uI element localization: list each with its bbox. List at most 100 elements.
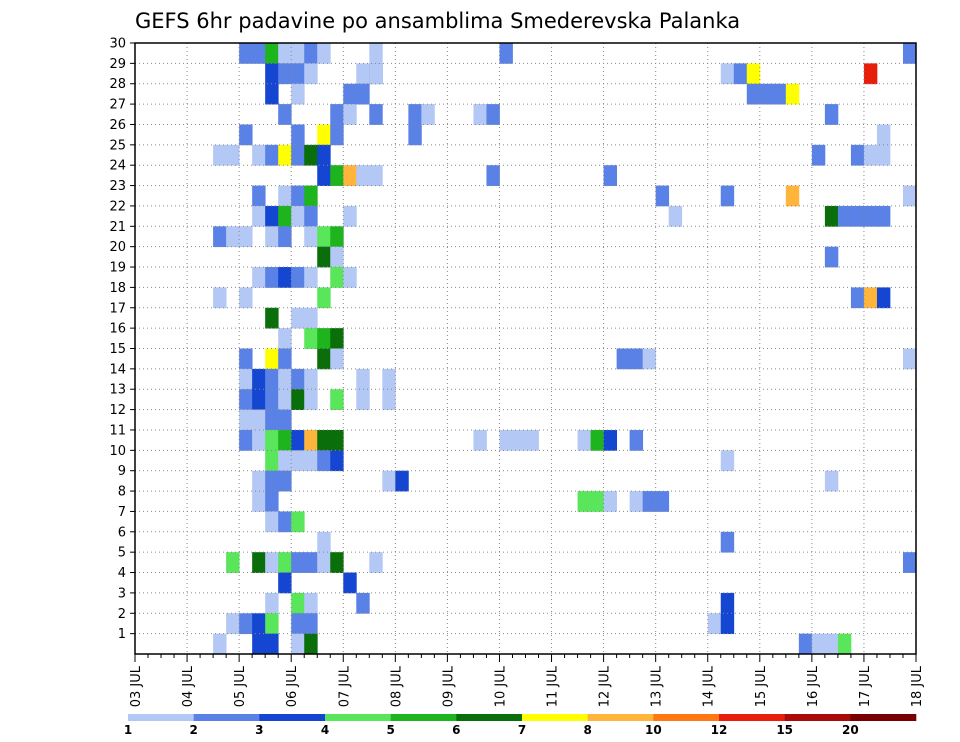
heatmap-cell <box>473 429 487 451</box>
heatmap-cell <box>317 165 331 186</box>
heatmap-cell <box>655 491 670 512</box>
heatmap-cell <box>252 368 266 390</box>
heatmap-cell <box>629 491 644 512</box>
heatmap-cell <box>239 124 253 146</box>
heatmap-cell <box>226 226 240 248</box>
legend-label: 10 <box>645 723 662 737</box>
y-tick-label: 18 <box>109 281 126 296</box>
heatmap-cell <box>330 104 344 125</box>
heatmap-cell <box>408 124 422 146</box>
legend-label: 3 <box>255 723 263 737</box>
heatmap-cell <box>252 491 266 512</box>
heatmap-cell <box>616 348 631 370</box>
heatmap-cell <box>330 124 344 146</box>
heatmap-cell <box>304 368 318 390</box>
heatmap-cell <box>278 226 292 248</box>
heatmap-cell <box>330 246 344 268</box>
heatmap-cell <box>317 348 331 370</box>
heatmap-cell <box>304 633 318 655</box>
heatmap-cell <box>304 450 318 472</box>
heatmap-cell <box>278 144 292 166</box>
heatmap-cell <box>824 470 839 492</box>
legend-swatch <box>193 714 260 721</box>
legend-swatch <box>784 714 851 721</box>
x-tick-label: 13 JUL <box>650 665 665 707</box>
heatmap-cell <box>265 226 279 248</box>
y-tick-label: 23 <box>109 179 126 194</box>
heatmap-cell <box>382 368 396 390</box>
heatmap-cell <box>720 450 735 472</box>
heatmap-cell <box>824 246 839 268</box>
heatmap-cell <box>278 511 292 533</box>
heatmap-cell <box>330 165 344 186</box>
y-tick-label: 20 <box>109 240 126 255</box>
y-tick-label: 22 <box>109 199 126 214</box>
heatmap-cell <box>291 307 305 329</box>
heatmap-cell <box>291 613 305 635</box>
heatmap-cell <box>317 144 331 166</box>
heatmap-cell <box>382 389 396 410</box>
heatmap-cell <box>330 267 344 288</box>
x-tick-label: 15 JUL <box>754 665 769 707</box>
heatmap-cell <box>824 205 839 227</box>
heatmap-cell <box>265 450 279 472</box>
heatmap-cell <box>629 348 644 370</box>
heatmap-cell <box>824 104 839 125</box>
y-tick-label: 11 <box>109 423 126 438</box>
y-tick-label: 10 <box>109 444 126 459</box>
x-tick-label: 08 JUL <box>389 665 404 707</box>
y-tick-label: 27 <box>109 98 126 113</box>
heatmap-cell <box>317 531 331 553</box>
heatmap-cell <box>265 633 279 655</box>
y-tick-label: 28 <box>109 77 126 92</box>
heatmap-cell <box>369 552 383 573</box>
heatmap-cell <box>278 328 292 349</box>
heatmap-cell <box>642 491 657 512</box>
heatmap-cell <box>304 185 318 207</box>
heatmap-cell <box>330 226 344 248</box>
heatmap-cell <box>421 104 435 125</box>
heatmap-cell <box>850 205 865 227</box>
heatmap-cell <box>668 205 683 227</box>
heatmap-cell <box>252 205 266 227</box>
x-tick-label: 05 JUL <box>233 665 248 707</box>
x-tick-label: 06 JUL <box>285 665 300 707</box>
heatmap-cell <box>655 185 670 207</box>
y-tick-label: 30 <box>109 37 126 52</box>
heatmap-cell <box>317 287 331 309</box>
heatmap-cell <box>317 246 331 268</box>
legend-label: 8 <box>583 723 591 737</box>
heatmap-cell <box>239 409 253 431</box>
y-tick-label: 16 <box>109 322 126 337</box>
legend-label: 1 <box>124 723 132 737</box>
heatmap-cell <box>252 429 266 451</box>
heatmap-cell <box>291 185 305 207</box>
legend-label: 7 <box>518 723 526 737</box>
legend-label: 6 <box>452 723 460 737</box>
heatmap-cell <box>265 409 279 431</box>
heatmap-cell <box>239 613 253 635</box>
heatmap-cell <box>408 104 422 125</box>
heatmap-cell <box>798 633 813 655</box>
heatmap-cell <box>642 348 657 370</box>
heatmap-cell <box>720 613 735 635</box>
heatmap-cell <box>876 287 891 309</box>
heatmap-cell <box>512 429 526 451</box>
heatmap-cell <box>304 613 318 635</box>
heatmap-cell <box>252 470 266 492</box>
heatmap-cell <box>239 368 253 390</box>
y-tick-label: 21 <box>109 220 126 235</box>
heatmap-cell <box>577 429 591 451</box>
heatmap-cell <box>577 491 591 512</box>
heatmap-cell <box>278 368 292 390</box>
y-tick-label: 6 <box>118 525 126 540</box>
heatmap-cell <box>343 267 357 288</box>
heatmap-cell <box>876 124 891 146</box>
heatmap-cell <box>356 592 370 614</box>
heatmap-cell <box>330 552 344 573</box>
heatmap-cell <box>850 287 865 309</box>
heatmap-cell <box>343 205 357 227</box>
heatmap-cell <box>759 83 774 105</box>
heatmap-cell <box>265 429 279 451</box>
heatmap-cell <box>317 43 331 64</box>
